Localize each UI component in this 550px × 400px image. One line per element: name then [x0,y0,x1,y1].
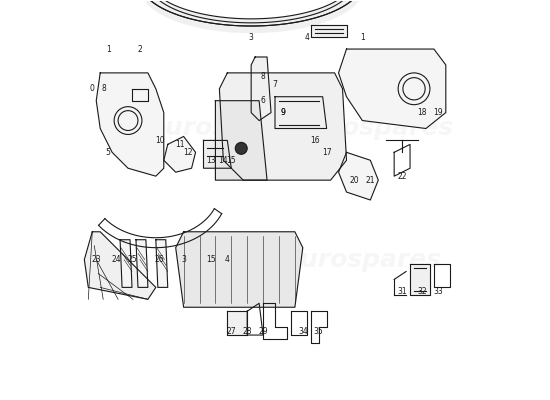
Polygon shape [164,136,196,172]
Text: eurospares: eurospares [283,248,441,272]
Polygon shape [136,240,148,287]
Text: 26: 26 [155,255,164,264]
Polygon shape [339,49,446,128]
Text: 16: 16 [310,136,320,145]
Polygon shape [175,232,303,307]
Text: 12: 12 [183,148,192,157]
Text: 4: 4 [225,255,230,264]
Text: 9: 9 [280,108,285,117]
Text: 13: 13 [207,156,216,165]
Text: 23: 23 [91,255,101,264]
Text: eurospares: eurospares [148,116,306,140]
Text: 15: 15 [227,156,236,165]
Text: 33: 33 [433,287,443,296]
Text: 3: 3 [249,33,254,42]
Text: 1: 1 [106,44,111,54]
Text: 17: 17 [322,148,332,157]
Text: 5: 5 [106,148,111,157]
Text: 19: 19 [433,108,443,117]
Polygon shape [204,140,232,168]
Text: 0: 0 [90,84,95,93]
Text: 15: 15 [207,255,216,264]
Text: 24: 24 [111,255,121,264]
Text: 9: 9 [280,108,285,117]
Polygon shape [96,73,164,176]
Polygon shape [219,73,346,180]
Text: 6: 6 [261,96,266,105]
Circle shape [235,142,247,154]
Text: 11: 11 [175,140,184,149]
Text: 3: 3 [181,255,186,264]
Polygon shape [216,101,267,180]
Text: 18: 18 [417,108,427,117]
Text: 14: 14 [218,156,228,165]
Text: 1: 1 [360,33,365,42]
Polygon shape [227,311,247,335]
Text: eurospares: eurospares [295,116,453,140]
Text: 4: 4 [304,33,309,42]
Text: 34: 34 [298,326,307,336]
Text: 29: 29 [258,326,268,336]
Text: 28: 28 [243,326,252,336]
Polygon shape [84,232,156,299]
Polygon shape [339,152,378,200]
Polygon shape [410,264,430,295]
Polygon shape [120,240,132,287]
Polygon shape [156,240,168,287]
Text: 32: 32 [417,287,427,296]
Text: 8: 8 [261,72,266,81]
Text: 31: 31 [397,287,407,296]
Text: 25: 25 [127,255,137,264]
Text: 2: 2 [138,44,142,54]
Polygon shape [311,25,346,37]
Text: 21: 21 [366,176,375,185]
Text: 7: 7 [273,80,277,89]
Text: 22: 22 [397,172,407,181]
Text: 27: 27 [227,326,236,336]
Text: 20: 20 [350,176,359,185]
Text: 10: 10 [155,136,164,145]
Polygon shape [251,57,271,120]
Text: 8: 8 [102,84,107,93]
Text: 35: 35 [314,326,323,336]
